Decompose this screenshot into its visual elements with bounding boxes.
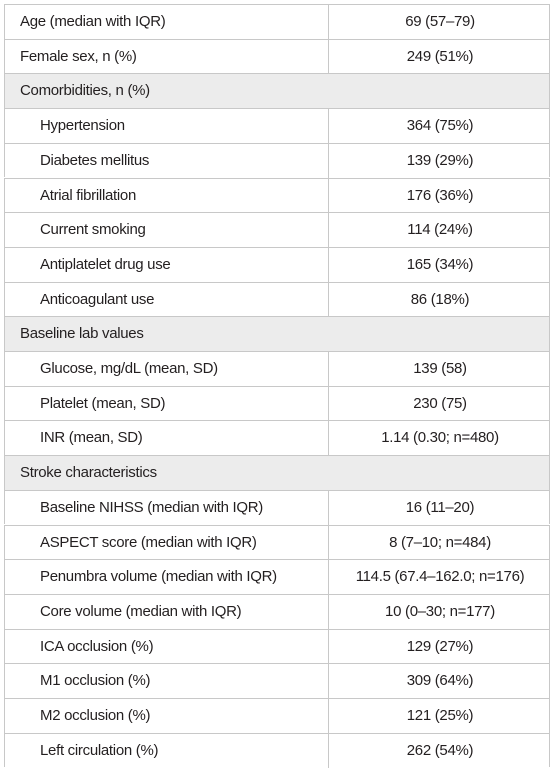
section-title: Comorbidities, n (%) (20, 82, 150, 100)
row-label: Age (median with IQR) (20, 13, 166, 30)
row-label: Core volume (median with IQR) (40, 602, 242, 620)
row-label: Current smoking (40, 221, 146, 239)
row-value: 114.5 (67.4–162.0; n=176) (328, 560, 551, 595)
table-row: ICA occlusion (%) 129 (27%) (4, 628, 551, 664)
row-label: Atrial fibrillation (40, 186, 137, 204)
row-label: Baseline NIHSS (median with IQR) (40, 498, 263, 516)
row-label: M2 occlusion (%) (40, 707, 151, 724)
table: Age (median with IQR) 69 (57–79) Female se… (4, 4, 551, 768)
table-row: Left circulation (%) 262 (54%) (4, 732, 551, 768)
row-value: 121 (25%) (328, 699, 551, 733)
table-row: Penumbra volume (median with IQR) 114.5 (… (4, 559, 551, 595)
row-label: M1 occlusion (%) (40, 672, 151, 690)
row-label: Female sex, n (%) (20, 47, 137, 65)
table-row: Baseline NIHSS (median with IQR) 16 (11–2… (4, 489, 551, 525)
table-row: Antiplatelet drug use 165 (34%) (4, 246, 551, 282)
section-heading: Baseline lab values (4, 316, 550, 351)
section-title: Stroke characteristics (20, 464, 157, 482)
row-value: 10 (0–30; n=177) (328, 594, 551, 629)
row-value: 262 (54%) (328, 733, 551, 768)
row-value: 139 (29%) (328, 143, 551, 178)
table-row: M2 occlusion (%) 121 (25%) (4, 698, 550, 733)
row-value: 129 (27%) (328, 629, 551, 664)
table-row: Current smoking 114 (24%) (4, 212, 551, 248)
table-row: Atrial fibrillation 176 (36%) (4, 177, 551, 213)
row-value: 249 (51%) (328, 39, 551, 74)
section-title: Baseline lab values (20, 325, 144, 343)
row-value: 309 (64%) (328, 664, 551, 699)
row-value: 8 (7–10; n=484) (328, 525, 551, 560)
table-row: Diabetes mellitus 139 (29%) (4, 142, 551, 178)
row-label: Platelet (mean, SD) (40, 394, 166, 412)
row-value: 69 (57–79) (328, 5, 551, 39)
section-heading: Comorbidities, n (%) (4, 73, 550, 109)
row-value: 139 (58) (328, 352, 551, 386)
row-value: 1.14 (0.30; n=480) (328, 421, 551, 456)
table-row: INR (mean, SD) 1.14 (0.30; n=480) (4, 420, 551, 456)
row-label: Penumbra volume (median with IQR) (40, 568, 277, 586)
table-row: Core volume (median with IQR) 10 (0–30; n… (4, 593, 551, 629)
row-label: INR (mean, SD) (40, 429, 143, 447)
row-label: ICA occlusion (%) (40, 637, 154, 655)
row-value: 176 (36%) (328, 178, 551, 213)
table-row: Age (median with IQR) 69 (57–79) (4, 4, 550, 39)
section-heading: Stroke characteristics (4, 455, 550, 490)
row-label: ASPECT score (median with IQR) (40, 533, 257, 551)
table-row: Female sex, n (%) 249 (51%) (4, 38, 551, 74)
table-row: Glucose, mg/dL (mean, SD) 139 (58) (4, 351, 550, 386)
table-row: Hypertension 364 (75%) (4, 108, 551, 144)
row-label: Diabetes mellitus (40, 151, 150, 169)
table-row: Platelet (mean, SD) 230 (75) (4, 385, 551, 421)
row-label: Glucose, mg/dL (mean, SD) (40, 360, 218, 377)
row-label: Anticoagulant use (40, 290, 155, 308)
row-value: 165 (34%) (328, 247, 551, 282)
row-value: 230 (75) (328, 386, 551, 421)
row-label: Antiplatelet drug use (40, 255, 171, 273)
row-value: 364 (75%) (328, 109, 551, 144)
row-value: 86 (18%) (328, 282, 551, 317)
table-row: ASPECT score (median with IQR) 8 (7–10; n… (4, 524, 551, 560)
row-value: 16 (11–20) (328, 490, 551, 525)
table-row: Anticoagulant use 86 (18%) (4, 281, 551, 317)
row-value: 114 (24%) (328, 213, 551, 248)
row-label: Left circulation (%) (40, 741, 159, 759)
row-label: Hypertension (40, 117, 125, 135)
table-row: M1 occlusion (%) 309 (64%) (4, 663, 551, 699)
